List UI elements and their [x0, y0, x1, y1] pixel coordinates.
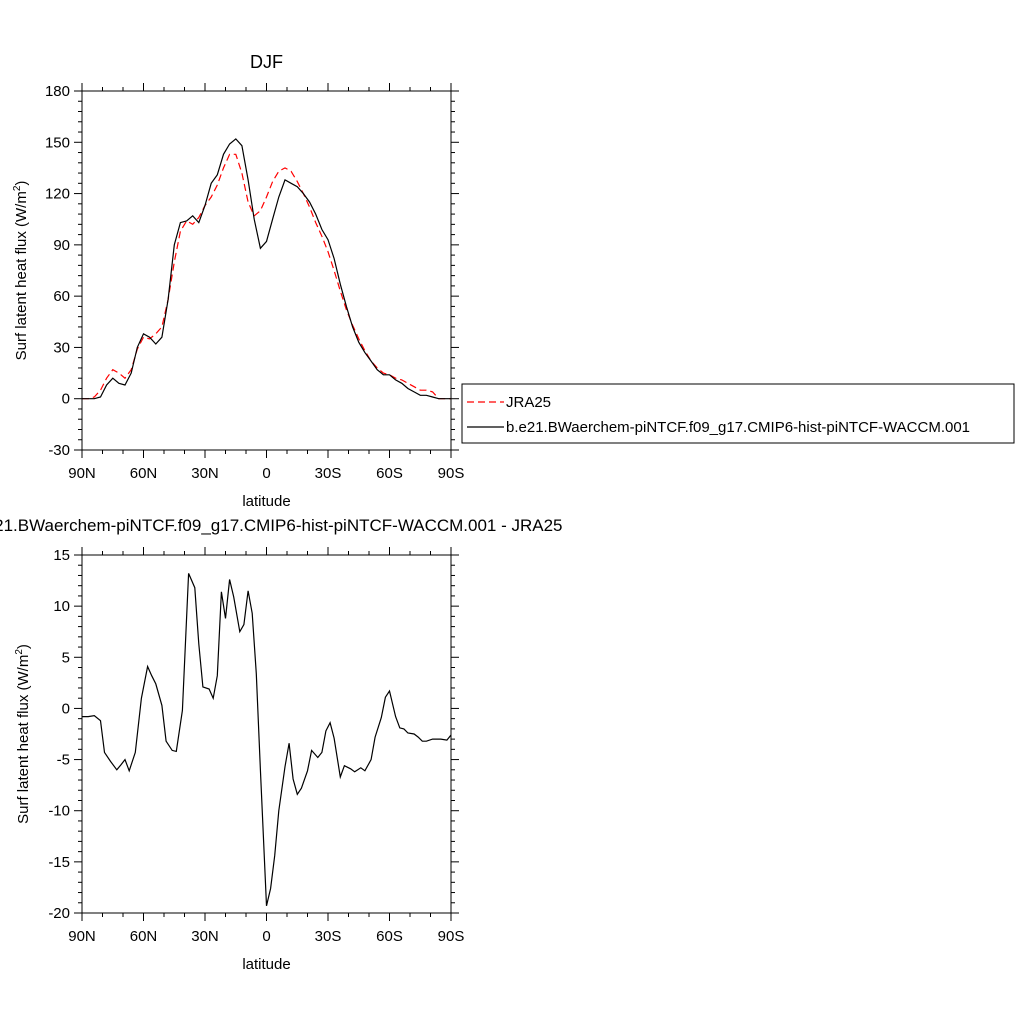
- legend: JRA25 b.e21.BWaerchem-piNTCF.f09_g17.CMIP…: [461, 383, 1015, 444]
- y-tick-label: -30: [48, 442, 70, 459]
- x-tick-label: 90S: [438, 465, 465, 482]
- y-tick-label: 60: [53, 288, 70, 305]
- y-tick-label: 180: [45, 83, 70, 100]
- y-tick-label: 120: [45, 186, 70, 203]
- chart-title: DJF: [250, 52, 283, 72]
- x-tick-label: 30N: [191, 465, 219, 482]
- y-tick-label: -10: [48, 803, 70, 820]
- x-tick-label: 60S: [376, 928, 403, 945]
- x-tick-label: 90N: [68, 465, 96, 482]
- y-tick-label: 10: [53, 598, 70, 615]
- x-tick-label: 0: [262, 928, 270, 945]
- x-tick-label: 90N: [68, 928, 96, 945]
- x-tick-label: 30S: [315, 465, 342, 482]
- legend-box: [461, 383, 1015, 444]
- y-tick-label: -5: [57, 752, 70, 769]
- y-tick-label: 150: [45, 134, 70, 151]
- series-line-jra25: [82, 153, 451, 400]
- x-tick-label: 0: [262, 465, 270, 482]
- y-tick-label: 5: [62, 649, 70, 666]
- y-tick-label: -20: [48, 905, 70, 922]
- bottom-panel-difference: b.e21.BWaerchem-piNTCF.f09_g17.CMIP6-his…: [0, 516, 563, 973]
- legend-label: JRA25: [506, 394, 551, 411]
- y-tick-label: 0: [62, 391, 70, 408]
- chart-title: b.e21.BWaerchem-piNTCF.f09_g17.CMIP6-his…: [0, 516, 563, 535]
- x-tick-label: 30N: [191, 928, 219, 945]
- x-tick-label: 60N: [130, 465, 158, 482]
- y-tick-label: 0: [62, 700, 70, 717]
- y-axis-label: Surf latent heat flux (W/m2): [14, 644, 32, 824]
- y-axis-label: Surf latent heat flux (W/m2): [12, 181, 30, 361]
- x-tick-label: 90S: [438, 928, 465, 945]
- y-tick-label: 15: [53, 547, 70, 564]
- x-axis-label: latitude: [242, 956, 290, 973]
- series-line-model: [82, 138, 451, 400]
- y-tick-label: -15: [48, 854, 70, 871]
- x-tick-label: 60N: [130, 928, 158, 945]
- series-line-model: [82, 573, 451, 906]
- top-panel-djf: DJF -30 0 30 60 90 120 150 180 90N 60N 30N 0 30S 60S 90…: [12, 52, 464, 510]
- legend-label: b.e21.BWaerchem-piNTCF.f09_g17.CMIP6-his…: [506, 419, 970, 436]
- y-tick-label: 30: [53, 339, 70, 356]
- x-tick-label: 30S: [315, 928, 342, 945]
- x-axis-label: latitude: [242, 493, 290, 510]
- x-tick-label: 60S: [376, 465, 403, 482]
- y-tick-label: 90: [53, 237, 70, 254]
